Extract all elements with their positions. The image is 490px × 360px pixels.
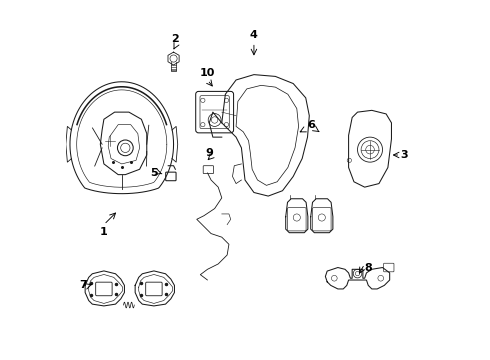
Text: 10: 10 bbox=[200, 68, 215, 78]
Text: 6: 6 bbox=[307, 120, 315, 130]
Text: 9: 9 bbox=[205, 148, 213, 158]
Text: 1: 1 bbox=[100, 227, 108, 237]
Text: 7: 7 bbox=[80, 280, 87, 291]
Text: 8: 8 bbox=[365, 262, 372, 273]
Text: 5: 5 bbox=[150, 168, 158, 178]
Text: 2: 2 bbox=[172, 34, 179, 44]
Text: 3: 3 bbox=[400, 150, 408, 160]
Text: 4: 4 bbox=[250, 30, 258, 40]
